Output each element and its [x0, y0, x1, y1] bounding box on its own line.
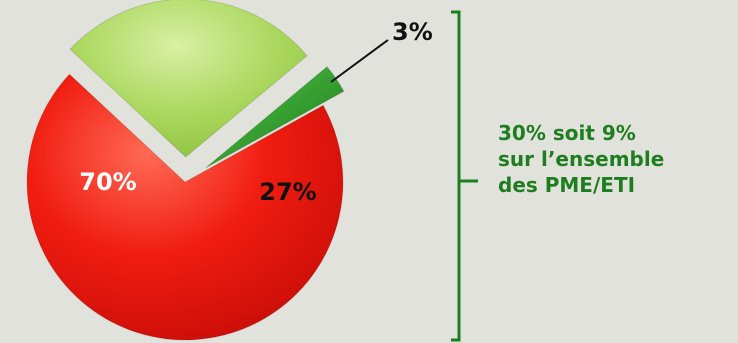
pie-label-3: 3% [392, 18, 433, 46]
pie-label-70: 70% [79, 168, 136, 196]
leader-line [330, 39, 389, 83]
annotation-line: des PME/ETI [498, 173, 636, 197]
annotation-line: 30% soit 9% [498, 121, 636, 145]
bracket [451, 10, 478, 342]
pie-label-27: 27% [259, 178, 316, 206]
pie-slice-70 [26, 73, 344, 341]
annotation-text: 30% soit 9% sur l’ensemble des PME/ETI [498, 120, 730, 198]
pie-slice-27 [69, 0, 308, 158]
annotation-line: sur l’ensemble [498, 147, 665, 171]
